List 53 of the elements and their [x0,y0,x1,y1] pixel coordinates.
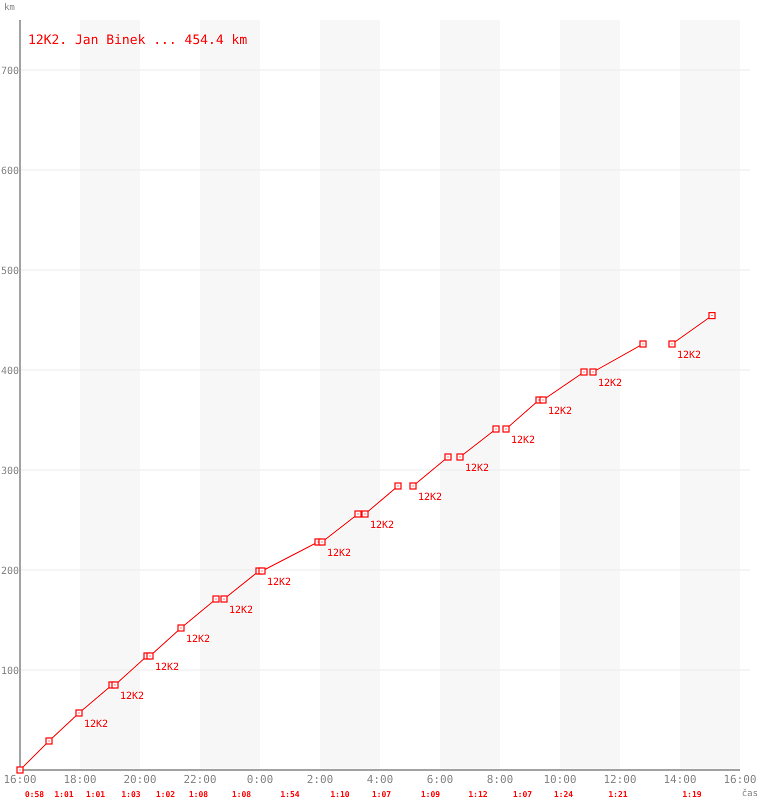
annotation: 12K2 [186,634,210,645]
text: 1:07 [512,790,532,799]
text: 1:19 [682,790,702,799]
text: 1:12 [468,790,488,799]
annotation: 12K2 [370,520,394,531]
x-tick-label: 12:00 [603,773,637,786]
x-axis-title: čas [742,788,758,799]
y-tick-label: 700 [0,66,19,77]
x-tick-label: 20:00 [123,773,157,786]
x-tick-label: 16:00 [723,773,757,786]
x-tick-label: 14:00 [663,773,697,786]
x-tick-label: 10:00 [543,773,577,786]
x-tick-label: 18:00 [63,773,97,786]
text: 1:08 [232,790,252,799]
annotation: 12K2 [418,492,442,503]
text: 1:09 [420,790,440,799]
y-tick-label: 100 [0,666,19,677]
x-tick-label: 6:00 [426,773,454,786]
annotation: 12K2 [229,605,254,616]
text: 1:03 [121,790,141,799]
y-tick-label: 300 [0,466,19,477]
annotation: 12K2 [267,577,292,588]
annotation: 12K2 [465,463,490,474]
y-tick-label: 400 [0,366,19,377]
annotation: 12K2 [548,406,572,417]
annotation: 12K2 [598,378,622,389]
text: 1:01 [86,790,106,799]
text: 1:01 [54,790,74,799]
annotation: 12K2 [327,548,352,559]
x-tick-label: 4:00 [366,773,394,786]
y-tick-label: 200 [0,566,19,577]
text: 1:08 [188,790,208,799]
text: 1:21 [608,790,628,799]
x-tick-label: 2:00 [306,773,334,786]
annotation: 12K2 [677,350,702,361]
y-tick-label: 500 [0,266,19,277]
annotation: 12K2 [155,662,180,673]
x-tick-label: 22:00 [183,773,217,786]
text: 0:58 [24,790,44,799]
text: 1:10 [330,790,350,799]
text: 1:24 [554,790,574,799]
text: 12K2. Jan Binek ... 454.4 km [28,33,248,48]
x-tick-label: 0:00 [246,773,274,786]
x-tick-label: 8:00 [486,773,514,786]
annotation: 12K2 [84,719,108,730]
text: 1:54 [280,790,300,799]
text: 1:07 [372,790,392,799]
text: 1:02 [156,790,176,799]
annotation: 12K2 [120,691,144,702]
annotation: 12K2 [511,435,536,446]
x-tick-label: 16:00 [3,773,37,786]
y-axis-title: km [4,3,15,13]
y-tick-label: 600 [0,166,19,177]
